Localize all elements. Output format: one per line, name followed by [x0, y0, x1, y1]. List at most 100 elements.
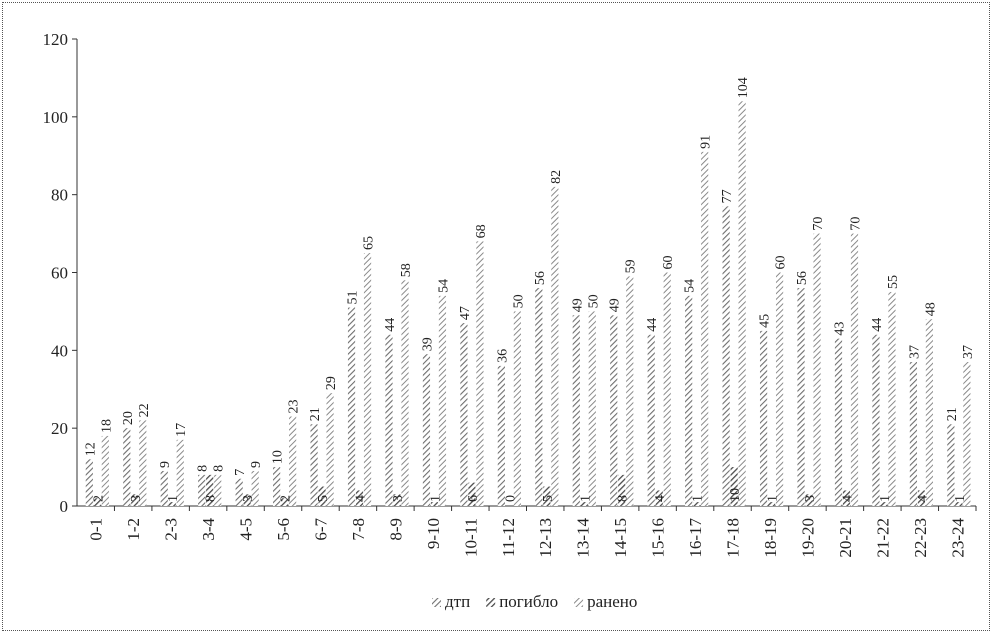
- data-label-дтп: 47: [458, 306, 473, 320]
- data-label-погибло: 5: [316, 495, 331, 502]
- data-label-дтп: 44: [645, 318, 660, 332]
- bar-дтп: [273, 467, 281, 506]
- data-label-погибло: 1: [878, 495, 893, 502]
- data-label-ранено: 23: [287, 399, 302, 413]
- bar-дтп: [759, 330, 768, 506]
- data-label-ранено: 8: [212, 465, 227, 472]
- x-tick-label: 5-6: [274, 518, 293, 541]
- legend-label: ранено: [587, 592, 637, 611]
- legend-label: погибло: [499, 592, 558, 611]
- y-tick-label: 40: [51, 341, 68, 360]
- x-tick-label: 3-4: [199, 518, 218, 541]
- bar-ранено: [551, 186, 559, 506]
- x-tick-label: 1-2: [124, 518, 143, 541]
- data-label-дтп: 56: [795, 271, 810, 285]
- bar-ранено: [663, 272, 671, 506]
- x-tick-label: 18-19: [761, 518, 780, 558]
- data-label-ранено: 50: [511, 294, 526, 308]
- bar-погибло: [580, 502, 588, 506]
- bar-дтп: [834, 338, 843, 506]
- data-label-дтп: 77: [720, 189, 735, 203]
- x-tick-label: 20-21: [836, 518, 855, 558]
- x-tick-label: 2-3: [162, 518, 181, 541]
- x-tick-label: 23-24: [948, 518, 967, 558]
- legend-swatch: [486, 598, 496, 607]
- bar-погибло: [805, 494, 813, 506]
- bar-погибло: [730, 467, 738, 506]
- data-labels: 1221820322911788873910223215295146544358…: [83, 77, 976, 502]
- bar-погибло: [543, 486, 551, 506]
- data-label-погибло: 1: [578, 495, 593, 502]
- data-label-ранено: 82: [549, 170, 564, 184]
- bar-дтп: [647, 334, 655, 506]
- data-label-дтп: 20: [121, 411, 136, 425]
- bar-погибло: [917, 490, 926, 506]
- data-label-дтп: 12: [83, 442, 98, 456]
- x-tick-label: 16-17: [686, 518, 705, 558]
- bar-ранено: [476, 241, 484, 506]
- data-label-погибло: 10: [728, 488, 743, 502]
- bar-погибло: [243, 494, 251, 506]
- data-label-ранено: 18: [99, 419, 114, 433]
- data-label-погибло: 6: [466, 495, 481, 502]
- data-label-ранено: 22: [137, 403, 152, 417]
- bar-ранено: [850, 233, 859, 507]
- bar-погибло: [842, 490, 851, 506]
- bar-ранено: [738, 101, 746, 507]
- data-label-погибло: 4: [915, 495, 930, 502]
- bar-ранено: [289, 416, 297, 506]
- data-label-ранено: 50: [586, 294, 601, 308]
- bar-дтп: [347, 307, 356, 506]
- data-label-погибло: 4: [354, 495, 369, 502]
- data-label-дтп: 37: [907, 345, 922, 359]
- x-tick-label: 4-5: [237, 518, 256, 541]
- x-tick-label: 0-1: [87, 518, 106, 541]
- bar-дтп: [685, 295, 693, 506]
- data-label-погибло: 1: [766, 495, 781, 502]
- data-label-погибло: 8: [616, 495, 631, 502]
- legend-label: дтп: [445, 592, 470, 611]
- data-label-ранено: 17: [174, 423, 189, 437]
- bar-дтп: [610, 315, 618, 506]
- data-label-погибло: 3: [241, 495, 256, 502]
- bar-дтп: [497, 365, 505, 506]
- bar-дтп: [198, 474, 206, 506]
- bar-дтп: [460, 323, 468, 506]
- data-label-ранено: 65: [362, 236, 377, 250]
- y-tick-label: 60: [51, 264, 68, 283]
- bar-ранено: [888, 291, 896, 506]
- bar-дтп: [235, 478, 243, 506]
- bar-погибло: [880, 502, 888, 506]
- bar-дтп: [947, 424, 955, 506]
- data-label-погибло: 1: [953, 495, 968, 502]
- bar-ранено: [326, 393, 334, 506]
- bar-дтп: [385, 334, 393, 506]
- data-label-ранено: 54: [436, 279, 451, 293]
- x-tick-label: 13-14: [574, 518, 593, 558]
- data-label-дтп: 9: [158, 461, 173, 468]
- x-tick-label: 7-8: [349, 518, 368, 541]
- data-label-погибло: 2: [91, 495, 106, 502]
- bar-дтп: [85, 459, 93, 506]
- data-label-погибло: 1: [166, 495, 181, 502]
- bar-ранено: [701, 151, 709, 506]
- bar-дтп: [797, 288, 805, 506]
- bar-ранено: [588, 311, 596, 506]
- x-tick-label: 19-20: [798, 518, 817, 558]
- data-label-погибло: 0: [503, 495, 518, 502]
- x-tick-label: 11-12: [499, 518, 518, 557]
- y-tick-label: 100: [43, 108, 69, 127]
- bar-ранено: [963, 362, 971, 506]
- bar-погибло: [93, 498, 101, 506]
- x-tick-label: 22-23: [911, 518, 930, 558]
- data-label-дтп: 21: [945, 407, 960, 421]
- bars: [85, 101, 971, 507]
- data-label-погибло: 4: [653, 495, 668, 502]
- bar-дтп: [872, 334, 880, 506]
- bar-дтп: [123, 428, 131, 506]
- x-tick-label: 8-9: [386, 518, 405, 541]
- data-label-дтп: 10: [271, 450, 286, 464]
- bar-погибло: [168, 502, 176, 506]
- bar-ранено: [626, 276, 634, 506]
